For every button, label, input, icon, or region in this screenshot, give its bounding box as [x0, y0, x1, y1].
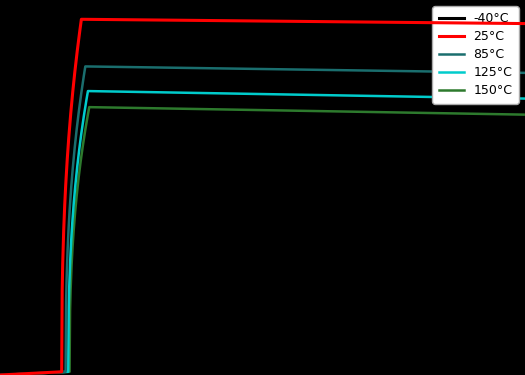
125°C	[522, 96, 525, 101]
85°C	[82, 64, 88, 69]
150°C	[86, 105, 92, 110]
125°C	[75, 159, 81, 164]
Line: 150°C: 150°C	[0, 107, 525, 375]
Line: 25°C: 25°C	[0, 19, 525, 375]
150°C	[80, 138, 87, 142]
Line: 85°C: 85°C	[0, 66, 525, 375]
150°C	[67, 308, 73, 313]
-40°C	[78, 28, 85, 32]
-40°C	[217, 30, 224, 34]
25°C	[217, 18, 224, 23]
Line: -40°C: -40°C	[0, 30, 525, 375]
125°C	[79, 124, 86, 128]
-40°C	[59, 291, 65, 295]
85°C	[375, 69, 382, 73]
25°C	[68, 105, 75, 110]
25°C	[59, 288, 65, 292]
125°C	[222, 91, 228, 96]
-40°C	[374, 33, 380, 37]
150°C	[223, 107, 229, 112]
25°C	[374, 20, 380, 24]
85°C	[220, 66, 226, 71]
25°C	[204, 18, 210, 23]
-40°C	[68, 113, 75, 118]
-40°C	[0, 373, 3, 375]
150°C	[376, 110, 383, 114]
-40°C	[72, 70, 79, 75]
85°C	[72, 141, 78, 145]
125°C	[66, 305, 72, 309]
125°C	[376, 94, 383, 98]
150°C	[209, 107, 216, 111]
150°C	[522, 112, 525, 117]
85°C	[0, 373, 3, 375]
-40°C	[522, 35, 525, 40]
Line: 125°C: 125°C	[0, 91, 525, 375]
150°C	[0, 373, 3, 375]
85°C	[63, 299, 69, 303]
25°C	[78, 17, 85, 21]
85°C	[206, 66, 213, 70]
25°C	[0, 373, 3, 375]
150°C	[76, 171, 82, 176]
85°C	[522, 70, 525, 75]
Legend: -40°C, 25°C, 85°C, 125°C, 150°C: -40°C, 25°C, 85°C, 125°C, 150°C	[432, 6, 519, 104]
85°C	[77, 102, 83, 106]
-40°C	[204, 30, 210, 34]
25°C	[72, 61, 79, 65]
125°C	[208, 91, 215, 96]
25°C	[522, 21, 525, 26]
125°C	[0, 373, 3, 375]
125°C	[85, 89, 91, 93]
